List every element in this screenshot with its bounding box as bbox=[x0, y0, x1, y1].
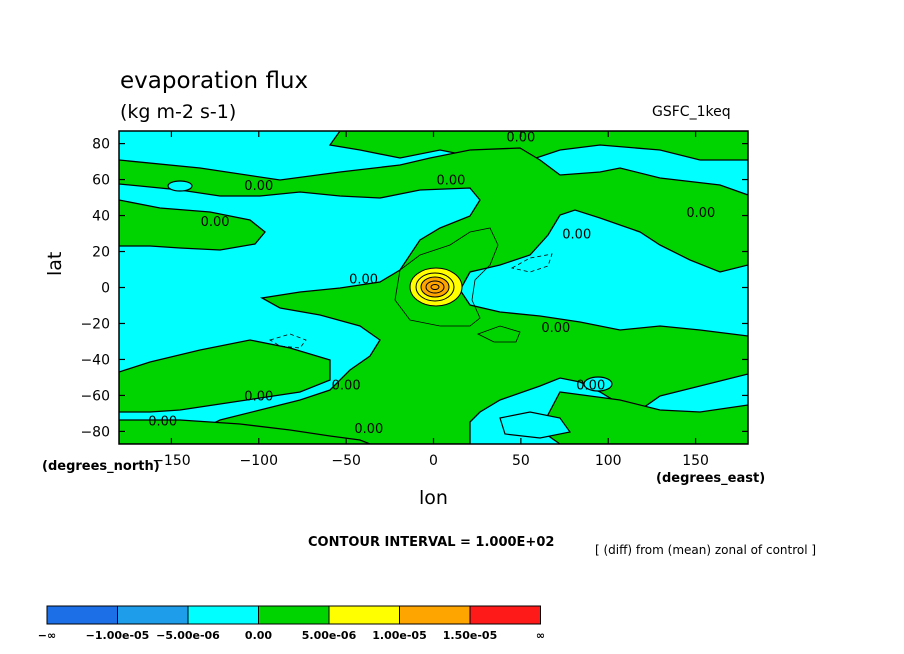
contour-label: 0.00 bbox=[354, 422, 383, 437]
y-tick-label: 80 bbox=[92, 137, 110, 153]
x-tick-label: −150 bbox=[152, 453, 190, 469]
contour-interval-label: CONTOUR INTERVAL = 1.000E+02 bbox=[308, 535, 555, 550]
y-tick-label: −80 bbox=[80, 424, 110, 440]
contour-label: 0.00 bbox=[349, 273, 378, 288]
contour-label: 0.00 bbox=[541, 321, 570, 336]
colorbar-swatch bbox=[469, 605, 541, 625]
west-mid-region bbox=[119, 199, 266, 251]
colorbar-label: 5.00e-06 bbox=[302, 629, 357, 642]
x-tick-label: 50 bbox=[512, 453, 530, 469]
secondary-contours bbox=[269, 227, 553, 349]
southern-ocean-island bbox=[499, 411, 572, 439]
y-axis-units: (degrees_north) bbox=[42, 459, 160, 474]
eastern-pacific-island bbox=[583, 376, 613, 392]
contour-label: 0.00 bbox=[148, 415, 177, 430]
dataset-label: GSFC_1keq bbox=[652, 104, 731, 120]
colorbar-swatch bbox=[46, 605, 118, 625]
colorbar-swatch bbox=[187, 605, 259, 625]
colorbar-label: −1.00e-05 bbox=[86, 629, 150, 642]
colorbar-label: 0.00 bbox=[245, 629, 272, 642]
colorbar-label: ∞ bbox=[536, 629, 545, 642]
x-tick-label: −50 bbox=[331, 453, 361, 469]
southwest-region bbox=[119, 339, 331, 413]
y-tick-label: 0 bbox=[101, 281, 110, 297]
y-tick-label: 60 bbox=[92, 173, 110, 189]
negative-islands bbox=[167, 180, 613, 439]
description-label: [ (diff) from (mean) zonal of control ] bbox=[595, 543, 817, 557]
y-tick-label: −20 bbox=[80, 316, 110, 332]
x-tick-label: 100 bbox=[595, 453, 622, 469]
colorbar-swatch bbox=[117, 605, 189, 625]
colorbar-label: 1.00e-05 bbox=[372, 629, 426, 642]
y-axis-ticks: 80 60 40 20 0 −20 −40 −60 −80 bbox=[80, 137, 748, 440]
colorbar-swatch bbox=[328, 605, 400, 625]
outer-positive-contour bbox=[394, 227, 499, 327]
contour-label: 0.00 bbox=[201, 215, 230, 230]
negative-dashed-contour-2 bbox=[269, 333, 307, 349]
south-tail-region bbox=[119, 419, 371, 444]
y-tick-label: −40 bbox=[80, 352, 110, 368]
contour-label: 0.00 bbox=[332, 379, 361, 394]
core-ring-5 bbox=[430, 284, 440, 290]
colorbar-label: 1.50e-05 bbox=[443, 629, 497, 642]
contour-label: 0.00 bbox=[244, 389, 273, 404]
colorbar-swatch bbox=[258, 605, 330, 625]
colorbar-label: −5.00e-06 bbox=[156, 629, 220, 642]
contour-label: 0.00 bbox=[506, 130, 535, 145]
north-atlantic-island bbox=[167, 180, 193, 192]
contour-label: 0.00 bbox=[436, 174, 465, 189]
y-tick-label: 40 bbox=[92, 209, 110, 225]
x-axis-units: (degrees_east) bbox=[656, 471, 766, 486]
y-tick-label: 20 bbox=[92, 245, 110, 261]
chart-units: (kg m-2 s-1) bbox=[120, 101, 237, 123]
north-band-region bbox=[328, 131, 748, 161]
contour-label: 0.00 bbox=[244, 179, 273, 194]
chart-title: evaporation flux bbox=[120, 68, 309, 94]
colorbar-label: −∞ bbox=[38, 629, 56, 642]
x-axis-label: lon bbox=[419, 487, 448, 509]
x-tick-label: 150 bbox=[682, 453, 709, 469]
negative-dashed-contour-1 bbox=[510, 253, 553, 273]
x-axis-ticks: −150 −100 −50 0 50 100 150 bbox=[152, 131, 709, 469]
y-tick-label: −60 bbox=[80, 388, 110, 404]
maximum-core bbox=[409, 267, 463, 307]
contour-labels: 0.00 0.00 0.00 0.00 0.00 0.00 0.00 0.00 0.00 0.00… bbox=[148, 130, 715, 437]
x-tick-label: −100 bbox=[240, 453, 278, 469]
colorbar-swatch bbox=[399, 605, 471, 625]
contour-label: 0.00 bbox=[576, 379, 605, 394]
contour-label: 0.00 bbox=[562, 228, 591, 243]
colorbar: −∞ −1.00e-05 −5.00e-06 0.00 5.00e-06 1.00e-05… bbox=[38, 605, 545, 642]
x-tick-label: 0 bbox=[429, 453, 438, 469]
contour-label: 0.00 bbox=[686, 206, 715, 221]
southern-positive-contour bbox=[476, 325, 521, 343]
